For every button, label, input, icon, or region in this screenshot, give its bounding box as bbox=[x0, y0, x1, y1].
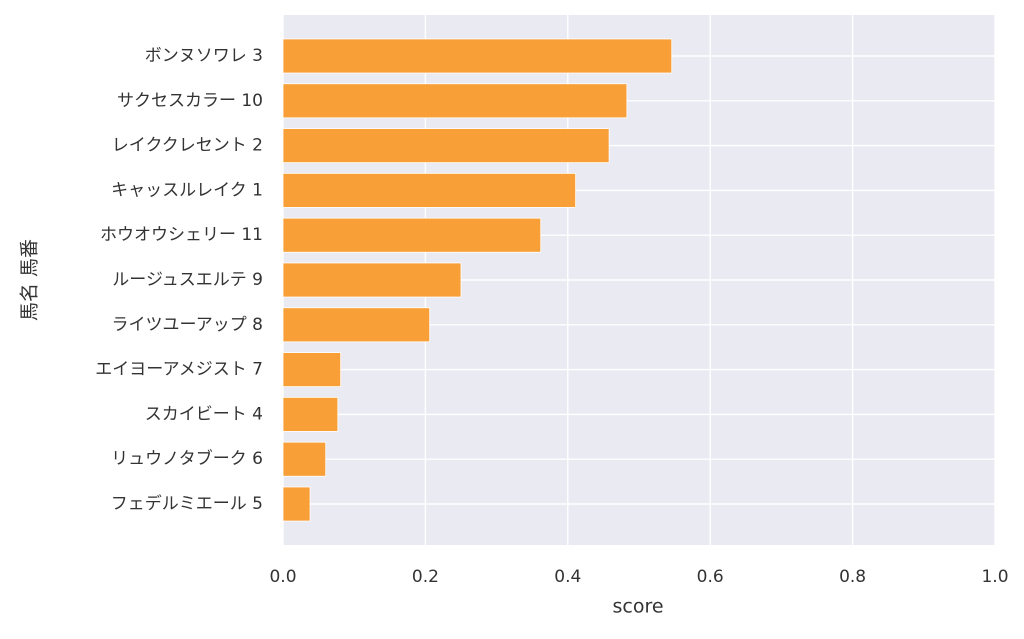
bar bbox=[282, 262, 462, 298]
x-tick-label: 0.4 bbox=[554, 567, 581, 587]
bar bbox=[282, 396, 339, 432]
y-tick-label: ボンヌソワレ 3 bbox=[145, 46, 263, 66]
x-tick-label: 0.8 bbox=[839, 567, 866, 587]
bar bbox=[282, 172, 577, 208]
x-tick-label: 0.6 bbox=[697, 567, 724, 587]
y-tick-label: エイヨーアメジスト 7 bbox=[95, 360, 263, 380]
bar bbox=[282, 83, 628, 119]
x-tick-label: 1.0 bbox=[981, 567, 1008, 587]
bar bbox=[282, 352, 342, 388]
y-tick-label: スカイビート 4 bbox=[145, 404, 263, 424]
y-tick-label: キャッスルレイク 1 bbox=[111, 180, 263, 200]
y-axis-label: 馬名 馬番 bbox=[19, 239, 41, 321]
x-tick-label: 0.0 bbox=[269, 567, 296, 587]
y-tick-label: ライツユーアップ 8 bbox=[111, 315, 263, 335]
y-tick-label: フェデルミエール 5 bbox=[111, 493, 263, 514]
x-tick-label: 0.2 bbox=[412, 567, 439, 587]
y-tick-label: ルージュスエルテ 9 bbox=[112, 270, 263, 290]
bar bbox=[282, 441, 327, 477]
y-tick-label: リュウノタブーク 6 bbox=[111, 448, 263, 469]
y-tick-label: ホウオウシェリー 11 bbox=[100, 225, 263, 245]
x-axis-label: score bbox=[612, 596, 663, 618]
bar bbox=[282, 307, 431, 343]
bar bbox=[282, 486, 311, 522]
bar bbox=[282, 38, 673, 74]
bar bbox=[282, 217, 542, 253]
bar bbox=[282, 128, 610, 164]
y-tick-label: レイククレセント 2 bbox=[112, 136, 263, 156]
y-tick-label: サクセスカラー 10 bbox=[117, 91, 263, 111]
